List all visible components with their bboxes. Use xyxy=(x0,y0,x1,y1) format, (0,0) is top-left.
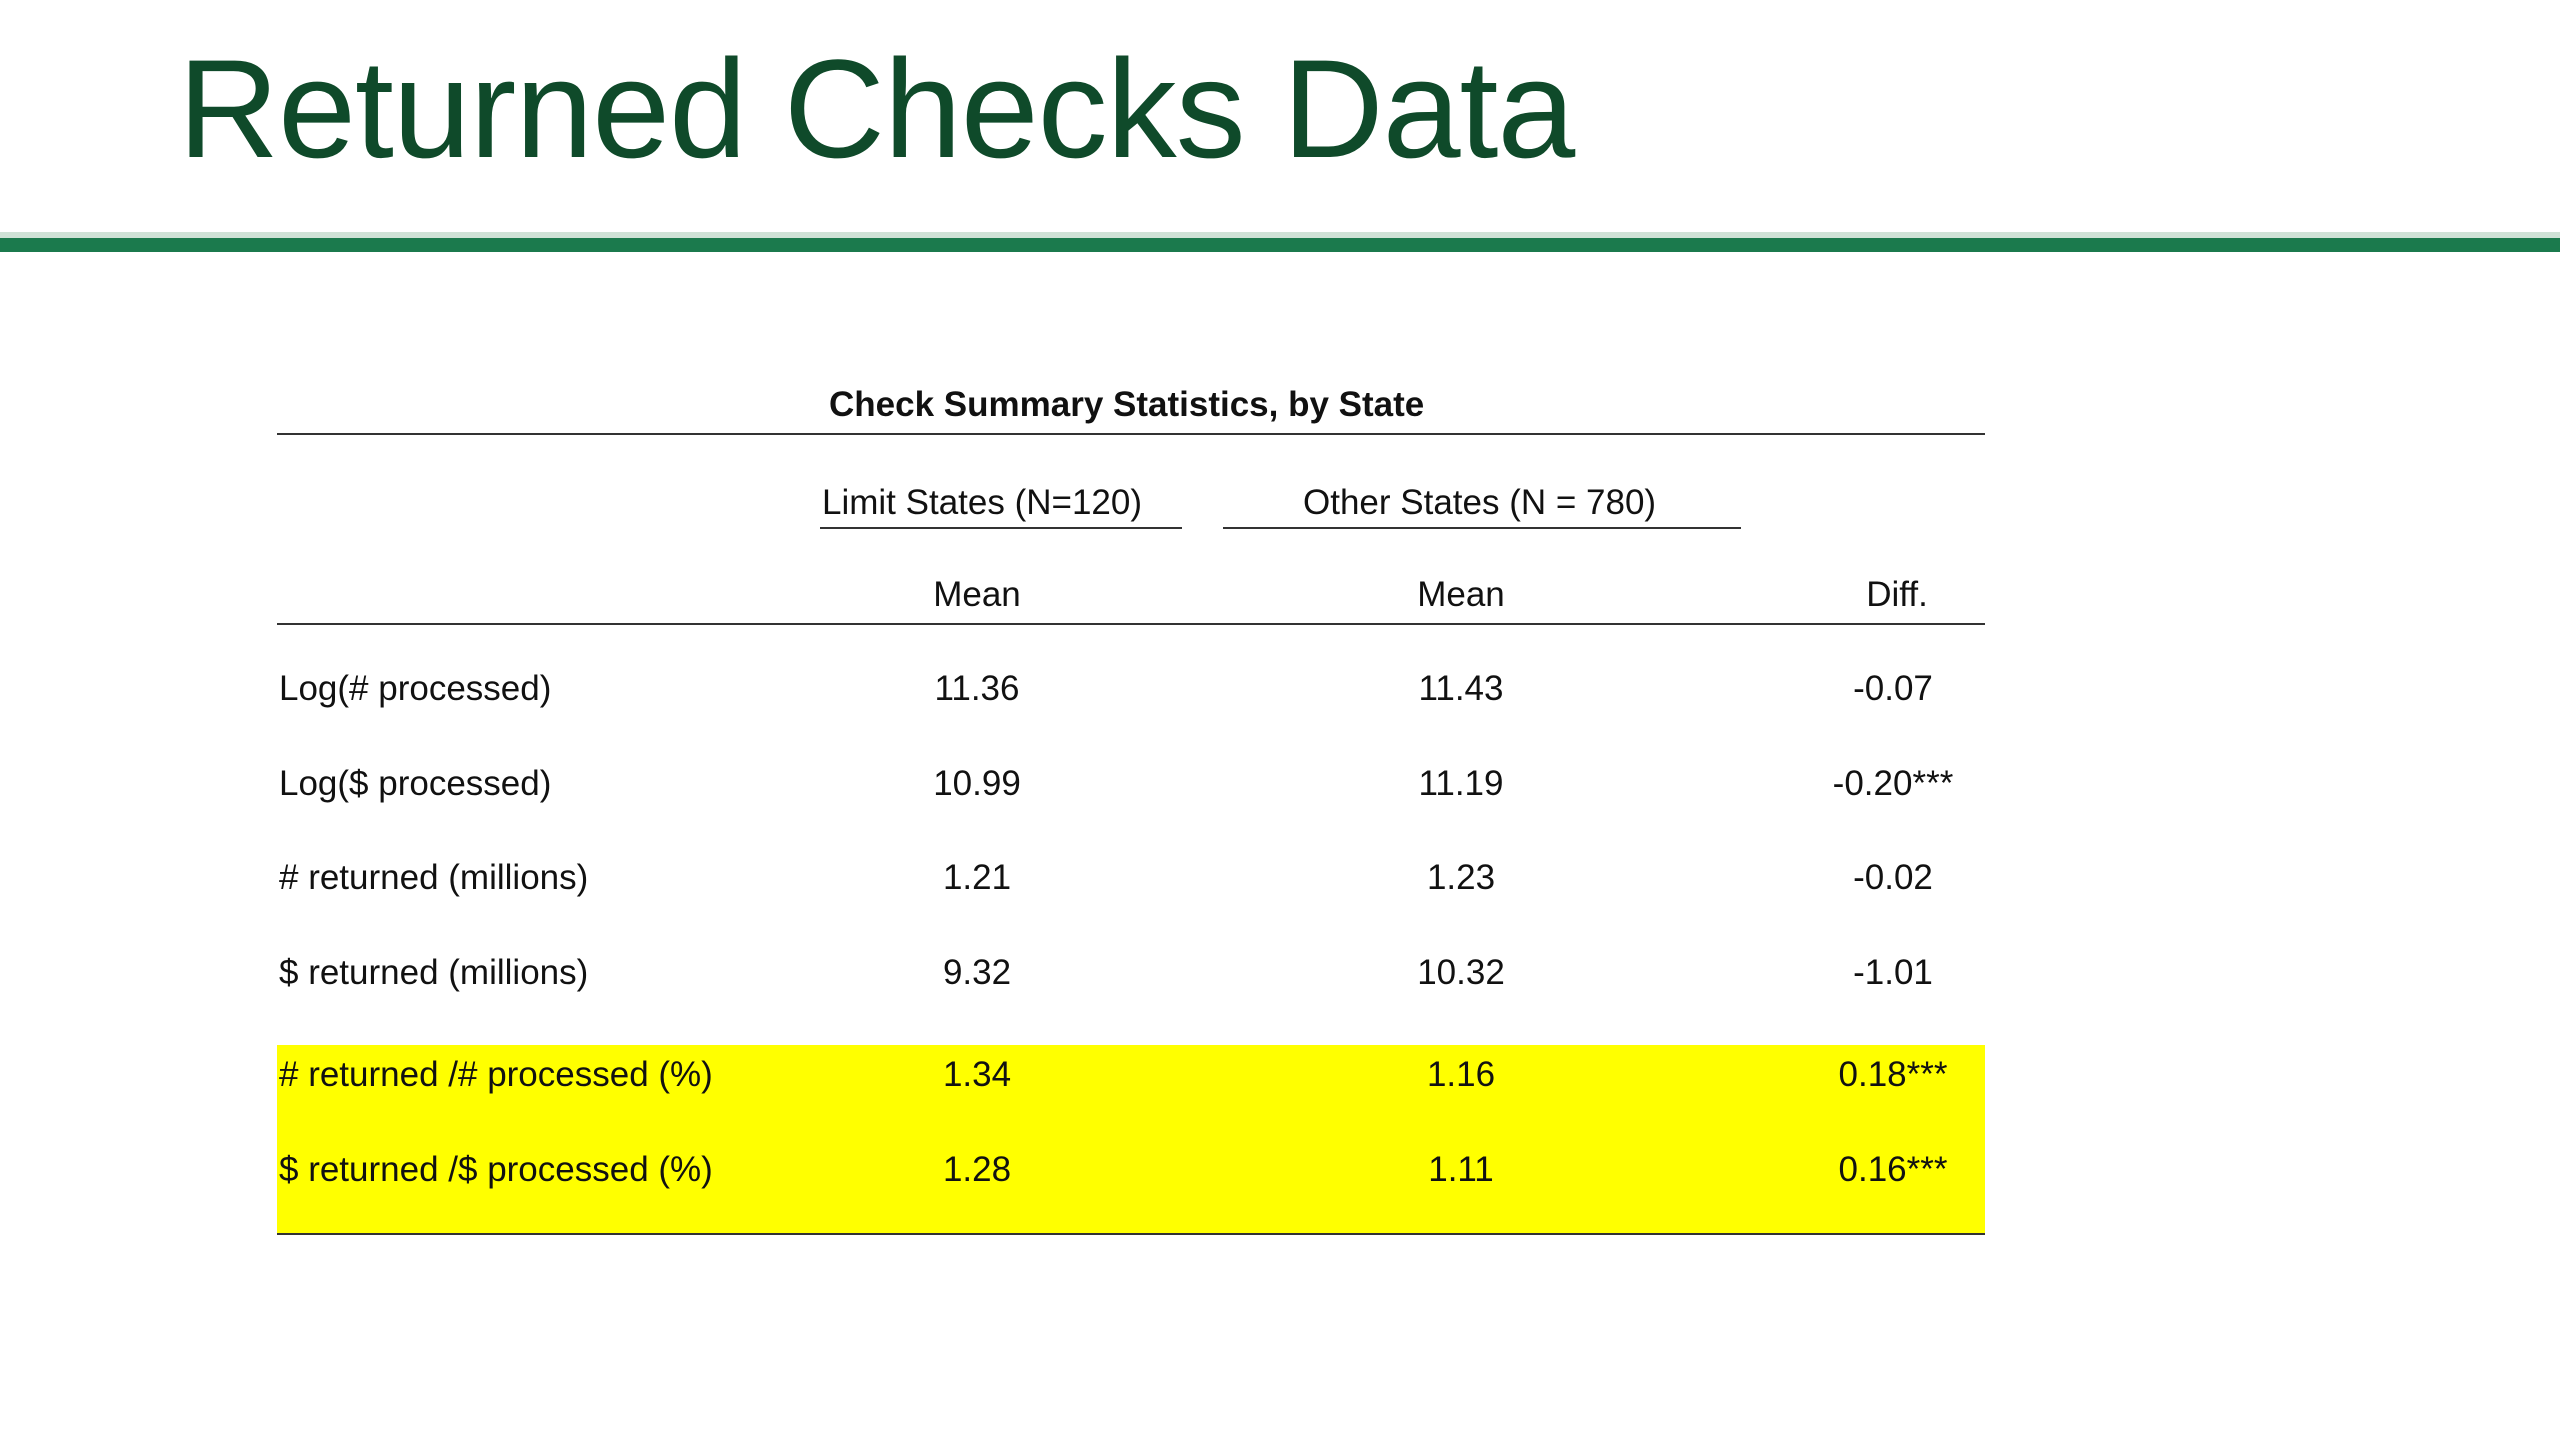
diff-cell: -0.20*** xyxy=(1832,763,1954,803)
diff-cell: 0.18*** xyxy=(1838,1055,1948,1094)
row-label: Log($ processed) xyxy=(279,763,552,803)
row-label: $ returned /$ processed (%) xyxy=(279,1149,713,1189)
table-row: # returned (millions) 1.21 1.23 -0.02 xyxy=(277,856,1985,951)
table-row-highlighted: $ returned /$ processed (%) 1.28 1.11 0.… xyxy=(277,1139,1985,1235)
title-divider xyxy=(0,232,2560,252)
other-mean-cell: 1.16 xyxy=(1426,1055,1496,1094)
column-header-other-mean: Mean xyxy=(1417,575,1505,614)
limit-mean-cell: 1.34 xyxy=(942,1055,1012,1094)
other-mean-cell: 1.11 xyxy=(1428,1149,1494,1189)
table-row: Log($ processed) 10.99 11.19 -0.20*** xyxy=(277,762,1985,857)
other-mean-cell: 11.43 xyxy=(1418,669,1504,708)
limit-mean-cell: 11.36 xyxy=(934,669,1020,708)
limit-mean-cell: 1.21 xyxy=(942,858,1012,897)
diff-cell: 0.16*** xyxy=(1838,1149,1948,1189)
table-row-highlighted: # returned /# processed (%) 1.34 1.16 0.… xyxy=(277,1045,1985,1140)
limit-mean-cell: 10.99 xyxy=(933,763,1021,803)
table-caption: Check Summary Statistics, by State xyxy=(829,385,1425,424)
diff-cell: -0.02 xyxy=(1853,858,1933,897)
diff-cell: -0.07 xyxy=(1853,669,1933,708)
table-row: $ returned (millions) 9.32 10.32 -1.01 xyxy=(277,951,1985,1046)
diff-cell: -1.01 xyxy=(1853,952,1933,992)
group-header-other-label: Other States (N = 780) xyxy=(1303,483,1657,522)
other-mean-cell: 1.23 xyxy=(1426,858,1496,897)
column-header-diff: Diff. xyxy=(1866,575,1928,614)
slide-title: Returned Checks Data xyxy=(178,30,1575,187)
other-mean-cell: 10.32 xyxy=(1417,952,1505,992)
row-label: Log(# processed) xyxy=(279,669,552,708)
column-header-limit-mean: Mean xyxy=(933,575,1021,614)
row-label: # returned (millions) xyxy=(279,858,589,897)
table-caption-row: Check Summary Statistics, by State xyxy=(277,385,1985,435)
row-label: $ returned (millions) xyxy=(279,952,589,992)
group-header-limit-states: Limit States (N=120) xyxy=(820,483,1182,529)
limit-mean-cell: 9.32 xyxy=(942,952,1012,992)
table-body: Log(# processed) 11.36 11.43 -0.07 Log($… xyxy=(277,667,1985,1235)
other-mean-cell: 11.19 xyxy=(1418,763,1504,803)
limit-mean-cell: 1.28 xyxy=(942,1149,1012,1189)
column-header-row: Mean Mean Diff. xyxy=(277,575,1985,625)
table-row: Log(# processed) 11.36 11.43 -0.07 xyxy=(277,667,1985,762)
group-header-limit-label: Limit States (N=120) xyxy=(822,483,1142,522)
group-header-other-states: Other States (N = 780) xyxy=(1223,483,1741,529)
row-label: # returned /# processed (%) xyxy=(279,1055,713,1094)
